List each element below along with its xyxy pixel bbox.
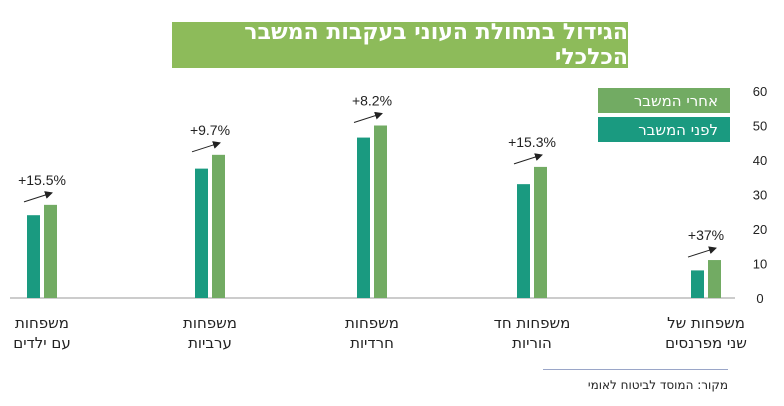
bar	[27, 215, 40, 298]
growth-label: +37%	[688, 227, 724, 243]
legend-swatch	[598, 88, 730, 113]
y-tick-label: 0	[756, 291, 763, 306]
growth-label: +9.7%	[190, 122, 230, 138]
category-label: משפחות	[15, 314, 69, 332]
growth-arrow	[191, 141, 221, 153]
legend-label: אחרי המשבר	[634, 92, 718, 110]
growth-arrow	[353, 111, 383, 123]
bar	[517, 184, 530, 298]
bar	[357, 137, 370, 298]
bar	[212, 154, 225, 298]
category-label: משפחות של	[667, 314, 745, 332]
bar	[195, 168, 208, 298]
chart-title: הגידול בתחולת העוני בעקבות המשבר הכלכלי	[172, 20, 628, 70]
legend-label: לפני המשבר	[638, 121, 718, 139]
category-label: ערביות	[188, 334, 232, 352]
category-label: חרדיות	[350, 334, 394, 352]
y-tick-label: 50	[753, 119, 767, 134]
bar	[374, 125, 387, 298]
bar	[534, 166, 547, 298]
category-label: שני מפרנסים	[665, 334, 747, 352]
growth-arrow	[23, 191, 53, 203]
category-label: הוריות	[512, 334, 552, 352]
y-tick-label: 30	[753, 188, 767, 203]
growth-arrow	[513, 153, 543, 165]
growth-label: +15.5%	[18, 172, 66, 188]
bar	[708, 260, 721, 298]
source-divider	[543, 369, 728, 370]
category-label: עם ילדים	[13, 334, 71, 352]
y-tick-label: 10	[753, 257, 767, 272]
y-tick-label: 60	[753, 84, 767, 99]
growth-label: +8.2%	[352, 93, 392, 109]
growth-arrow	[687, 246, 717, 258]
bar	[44, 204, 57, 298]
y-tick-label: 20	[753, 222, 767, 237]
y-tick-label: 40	[753, 153, 767, 168]
category-label: משפחות	[183, 314, 237, 332]
bar	[691, 270, 704, 298]
legend-swatch	[598, 117, 730, 142]
growth-label: +15.3%	[508, 134, 556, 150]
category-label: משפחות חד	[494, 314, 571, 332]
source-note: מקור: המוסד לביטוח לאומי	[587, 378, 728, 392]
category-label: משפחות	[345, 314, 399, 332]
